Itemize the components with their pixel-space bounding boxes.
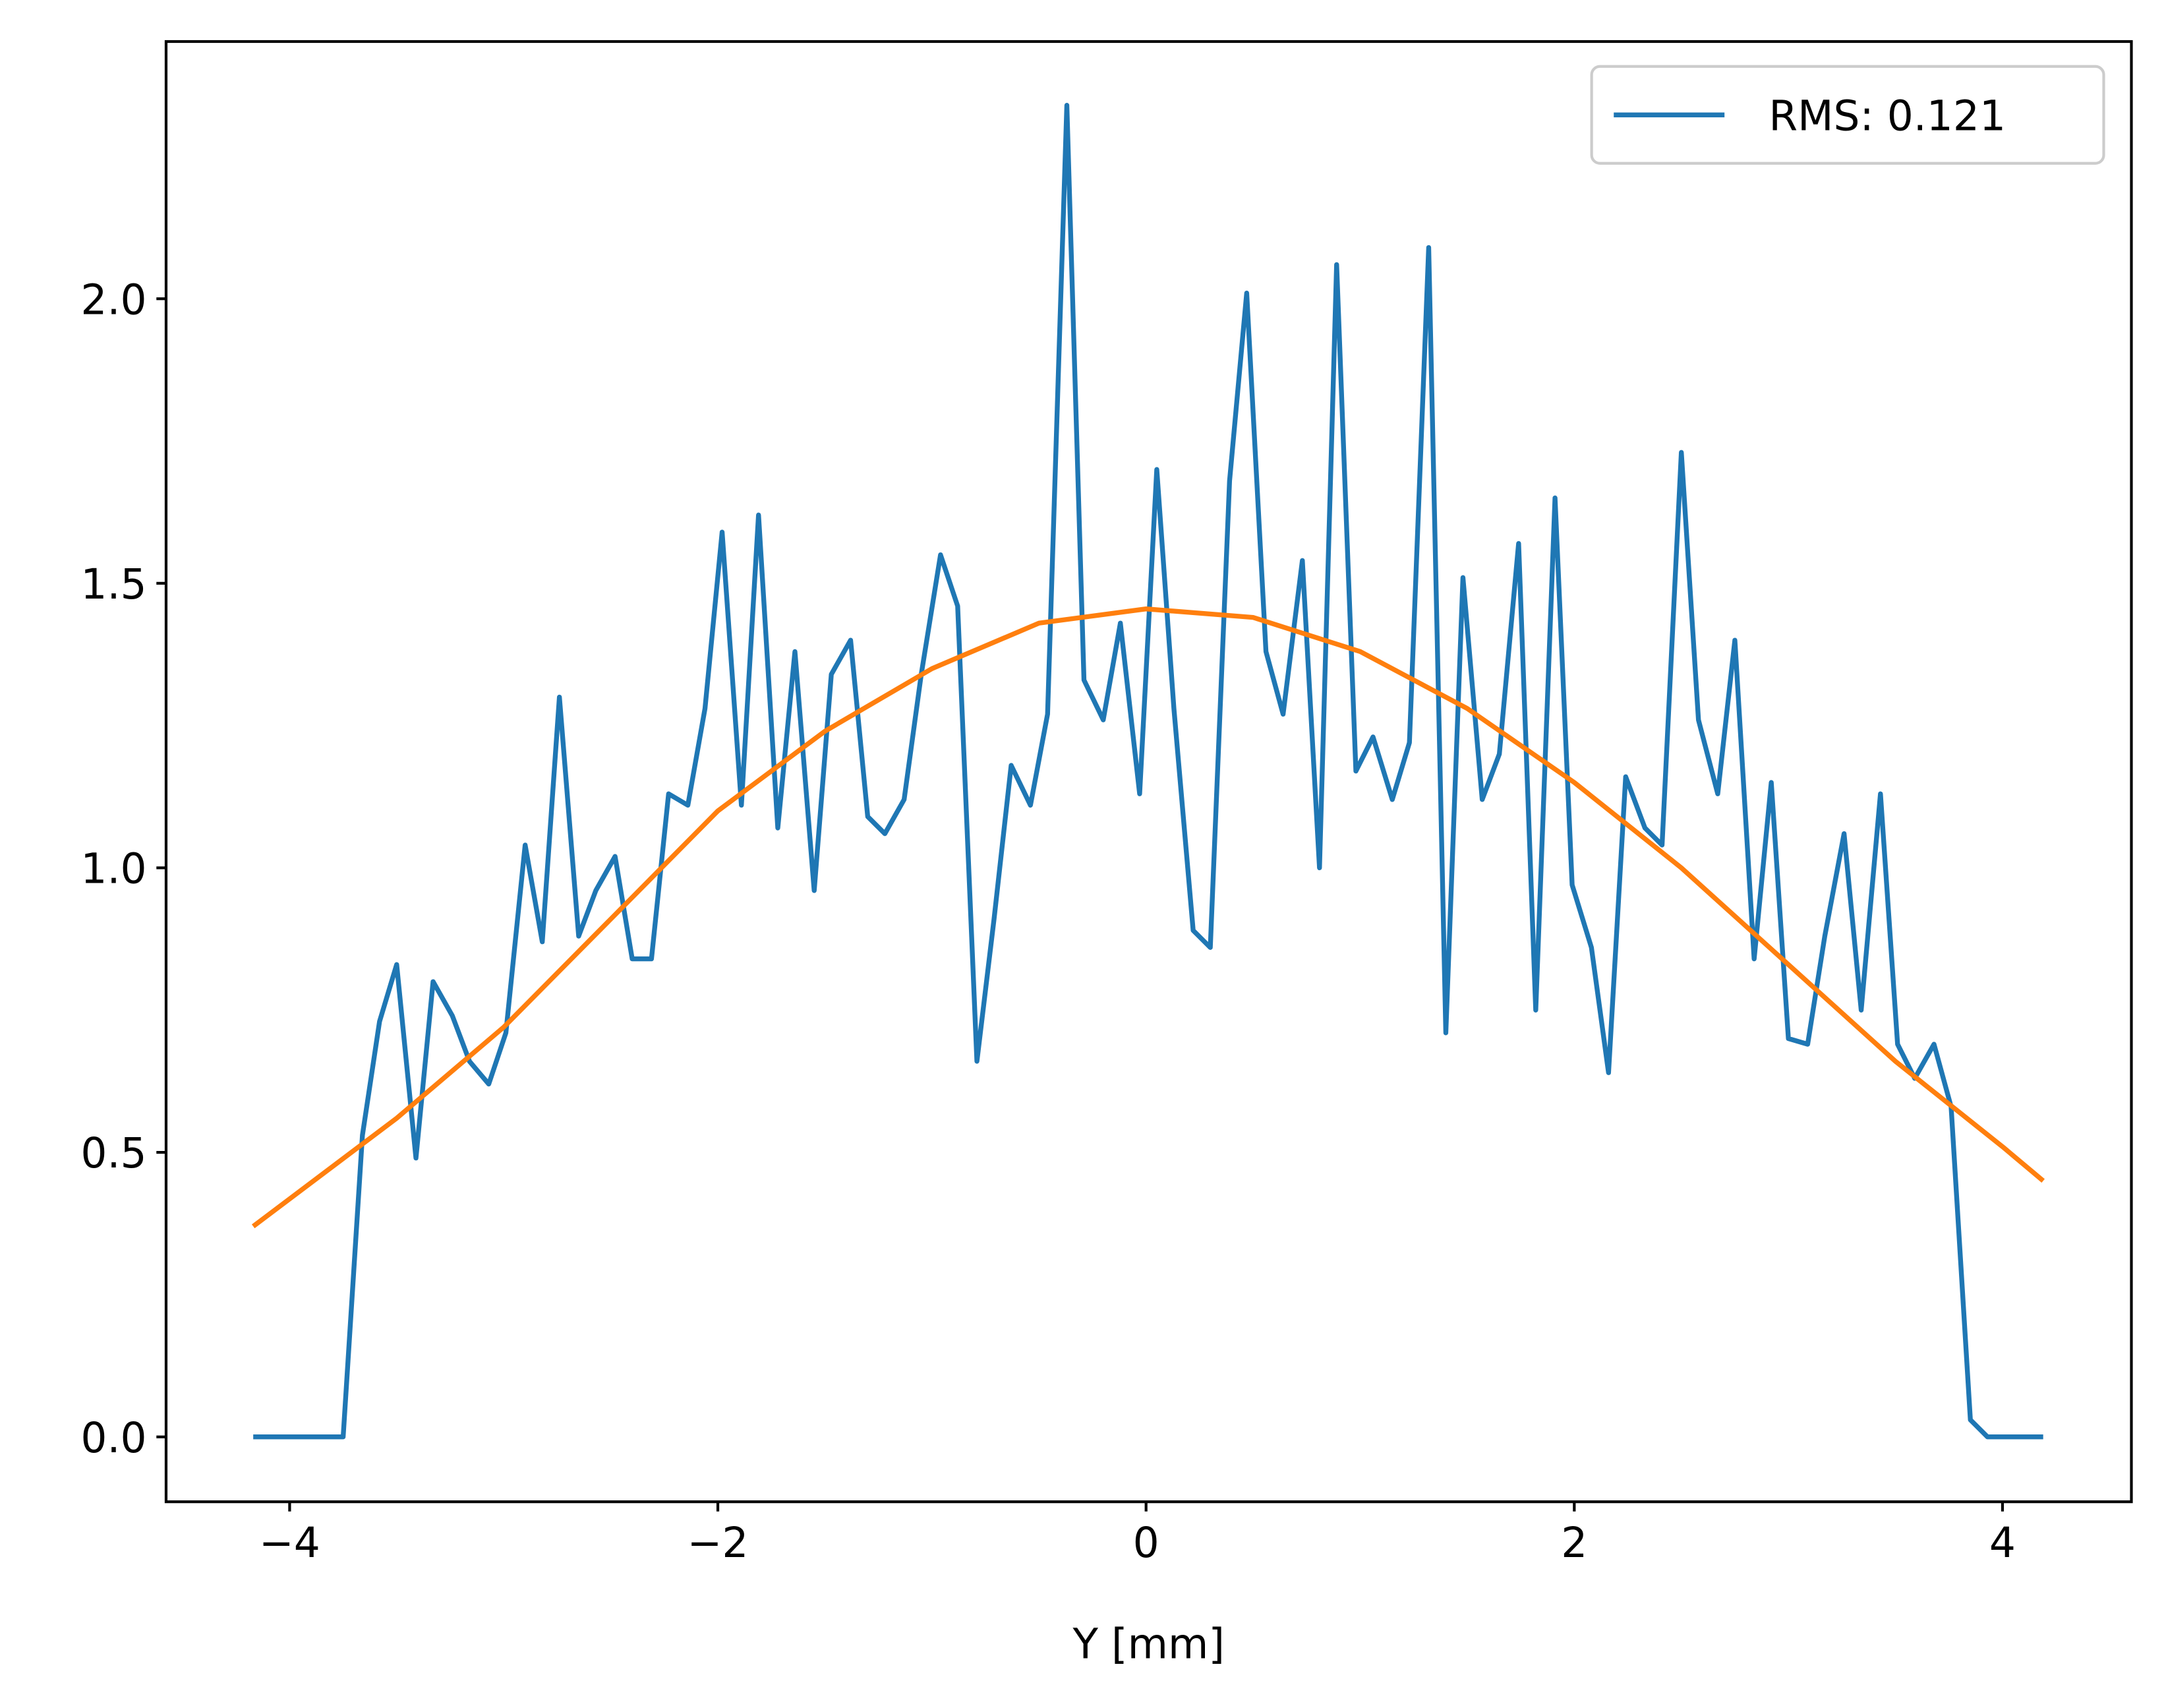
y-tick-label: 0.5 [80,1129,146,1177]
x-tick-label: 2 [1561,1519,1587,1567]
data-line [253,103,2043,1440]
x-axis-label: Y [mm] [1072,1620,1225,1668]
x-tick-label: −2 [688,1519,749,1567]
x-tick-label: 4 [1989,1519,2016,1567]
y-tick-label: 1.5 [80,560,146,608]
plot-area [251,103,2045,1440]
y-tick-label: 1.0 [80,845,146,893]
legend-box [1590,65,2105,165]
data-line [251,606,2045,1229]
x-tick-label: −4 [259,1519,320,1567]
axes-frame [164,40,2133,1504]
x-tick-label: 0 [1133,1519,1159,1567]
legend-label: RMS: 0.121 [1769,92,2006,140]
y-tick-label: 2.0 [80,276,146,324]
y-tick-label: 0.0 [80,1414,146,1462]
